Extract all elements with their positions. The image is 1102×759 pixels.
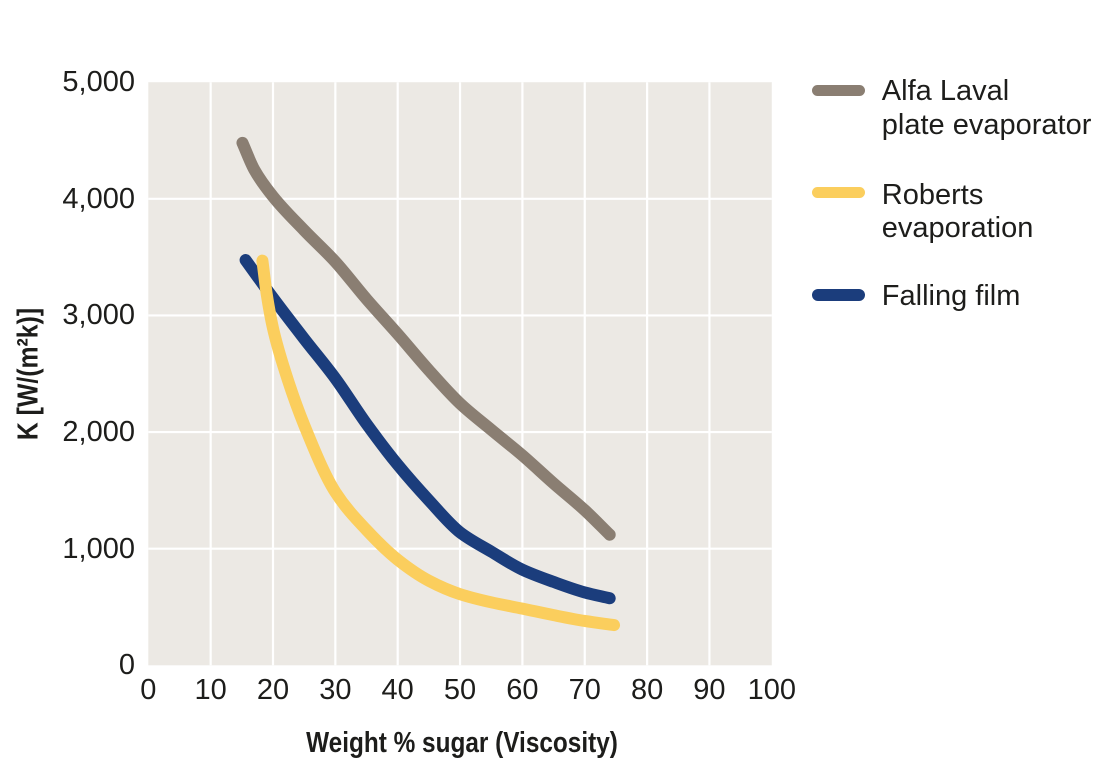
x-tick-label: 70 (568, 673, 601, 706)
x-tick-label: 40 (381, 673, 414, 706)
x-tick-label: 30 (319, 673, 352, 706)
x-tick-label: 20 (256, 673, 290, 706)
legend-swatch-falling-film (812, 289, 866, 301)
x-axis-title: Weight % sugar (Viscosity) (306, 726, 618, 759)
legend-label-roberts-evaporation: Roberts evaporation (881, 178, 1034, 245)
legend-label-alfa-laval-plate-evaporator: Alfa Laval plate evaporator (881, 75, 1092, 141)
series-line-alfa-laval-plate-evaporator (236, 136, 616, 541)
legend-swatch-roberts-evaporation (812, 187, 866, 199)
series-line-roberts-evaporation (256, 254, 621, 632)
series-line-falling-film (239, 254, 616, 605)
x-tick-label: 60 (506, 673, 539, 706)
legend-label-falling-film: Falling film (881, 279, 1021, 312)
y-tick-label: 5,000 (62, 66, 135, 99)
y-axis-title: K [W/(m²k)] (12, 307, 45, 440)
y-tick-label: 1,000 (62, 532, 135, 565)
x-tick-label: 0 (140, 673, 157, 706)
legend-swatch-alfa-laval-plate-evaporator (812, 84, 866, 97)
x-tick-label: 50 (443, 673, 477, 706)
x-tick-label: 100 (747, 673, 796, 706)
y-tick-label: 3,000 (62, 299, 135, 332)
y-tick-label: 2,000 (62, 416, 135, 449)
y-tick-label: 4,000 (62, 182, 135, 215)
x-tick-label: 90 (693, 673, 726, 706)
y-tick-label: 0 (118, 649, 135, 682)
x-tick-label: 80 (630, 673, 664, 706)
x-tick-label: 10 (194, 673, 227, 706)
